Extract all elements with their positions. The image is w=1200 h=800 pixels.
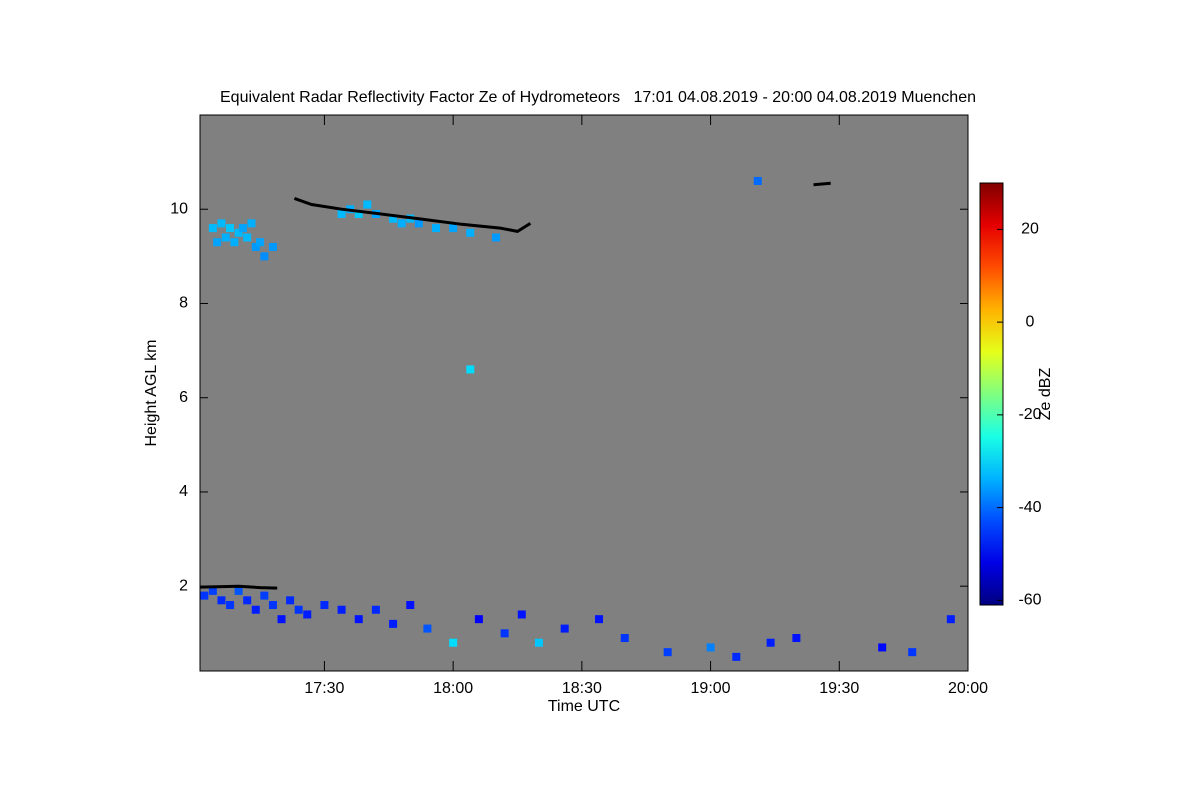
echo-cell	[620, 634, 629, 643]
echo-cell	[256, 238, 265, 247]
echo-cell	[303, 610, 312, 619]
plot-frame	[199, 114, 969, 672]
echo-cell	[560, 624, 569, 633]
echo-cell	[474, 615, 483, 624]
echo-cell	[217, 596, 226, 605]
echo-cell	[268, 601, 277, 610]
echo-cell	[213, 238, 222, 247]
echo-cell	[260, 591, 269, 600]
x-tick-label: 18:00	[433, 680, 473, 697]
colorbar-label: Ze dBZ	[1037, 368, 1054, 421]
y-tick-label: 4	[179, 483, 188, 500]
echo-cell	[414, 219, 423, 228]
echo-cell	[753, 176, 762, 185]
echo-cell	[234, 586, 243, 595]
echo-cell	[200, 591, 209, 600]
echo-cell	[226, 224, 235, 233]
echo-cell	[277, 615, 286, 624]
echo-cell	[706, 643, 715, 652]
echo-cell	[208, 224, 217, 233]
echo-cell	[792, 634, 801, 643]
x-tick-label: 20:00	[948, 680, 988, 697]
y-tick-label: 6	[179, 389, 188, 406]
plot-background	[200, 115, 968, 671]
echo-cell	[247, 219, 256, 228]
y-tick-label: 2	[179, 577, 188, 594]
echo-cell	[878, 643, 887, 652]
echo-cell	[466, 365, 475, 374]
echo-cell	[251, 605, 260, 614]
echo-cell	[286, 596, 295, 605]
echo-cell	[389, 214, 398, 223]
echo-cell	[397, 219, 406, 228]
echo-cell	[908, 648, 917, 657]
colorbar-tick-label: -40	[1018, 499, 1041, 516]
echo-cell	[389, 619, 398, 628]
echo-cell	[492, 233, 501, 242]
echo-cell	[337, 605, 346, 614]
echo-cell	[500, 629, 509, 638]
colorbar-tick-label: -20	[1018, 406, 1041, 423]
y-tick-label: 10	[170, 200, 188, 217]
echo-cell	[517, 610, 526, 619]
echo-cell	[226, 601, 235, 610]
colorbar-tick-label: 0	[1026, 313, 1035, 330]
echo-cell	[766, 638, 775, 647]
x-tick-label: 18:30	[562, 680, 602, 697]
y-axis-label: Height AGL km	[143, 339, 160, 446]
x-tick-label: 17:30	[304, 680, 344, 697]
echo-cell	[268, 242, 277, 251]
colorbar-tick-label: -60	[1018, 592, 1041, 609]
y-tick-label: 8	[179, 295, 188, 312]
x-axis-label: Time UTC	[548, 698, 620, 715]
echo-cell	[449, 638, 458, 647]
echo-cell	[243, 233, 252, 242]
echo-cell	[363, 200, 372, 209]
cloud-base-line	[199, 181, 831, 590]
echo-cell	[294, 605, 303, 614]
colorbar	[979, 182, 1004, 606]
chart-title: Equivalent Radar Reflectivity Factor Ze …	[220, 89, 976, 106]
echo-cell	[423, 624, 432, 633]
echo-cell	[595, 615, 604, 624]
x-tick-label: 19:30	[819, 680, 859, 697]
echo-cell	[217, 219, 226, 228]
echo-cell	[732, 652, 741, 661]
echo-cell	[354, 209, 363, 218]
echo-cell	[946, 615, 955, 624]
echo-cell	[449, 224, 458, 233]
echo-cell	[243, 596, 252, 605]
echo-cell	[466, 228, 475, 237]
echo-cell	[354, 615, 363, 624]
x-tick-label: 19:00	[691, 680, 731, 697]
echo-cell	[230, 238, 239, 247]
echo-cell	[534, 638, 543, 647]
echo-cell	[238, 224, 247, 233]
echo-cell	[337, 209, 346, 218]
colorbar-tick-label: 20	[1021, 221, 1039, 238]
echo-cell	[208, 586, 217, 595]
echo-cell	[260, 252, 269, 261]
echo-cell	[406, 601, 415, 610]
echo-cell	[320, 601, 329, 610]
echo-cell	[431, 224, 440, 233]
echo-cell	[371, 605, 380, 614]
echo-cell	[251, 242, 260, 251]
echo-cell	[663, 648, 672, 657]
echo-cell	[221, 233, 230, 242]
echo-cell	[234, 228, 243, 237]
